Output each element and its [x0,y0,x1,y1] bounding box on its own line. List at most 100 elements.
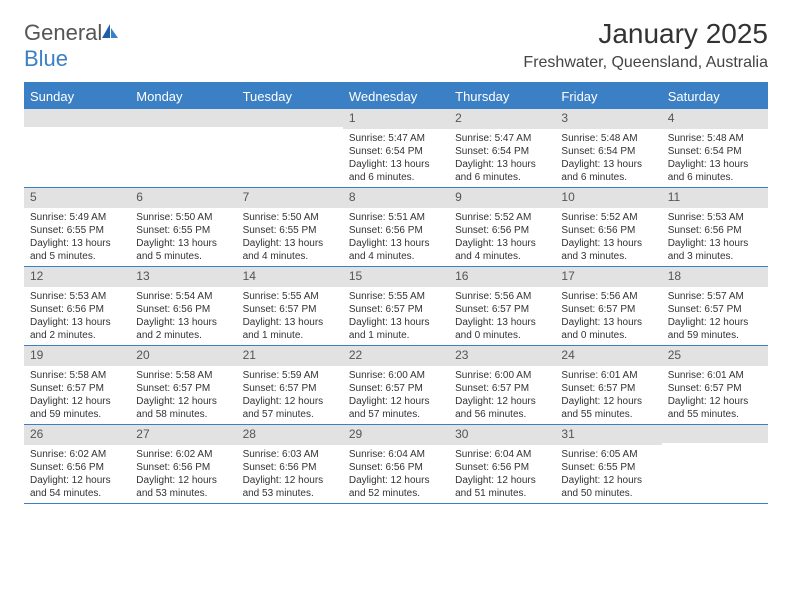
day-cell: 25Sunrise: 6:01 AMSunset: 6:57 PMDayligh… [662,346,768,424]
sunrise-text: Sunrise: 6:04 AM [455,448,549,461]
sunrise-text: Sunrise: 5:48 AM [668,132,762,145]
location-text: Freshwater, Queensland, Australia [523,54,768,72]
day-number: 8 [343,188,449,208]
sunrise-text: Sunrise: 5:47 AM [349,132,443,145]
sunset-text: Sunset: 6:55 PM [136,224,230,237]
day-cell: 22Sunrise: 6:00 AMSunset: 6:57 PMDayligh… [343,346,449,424]
daylight-text: Daylight: 12 hours and 52 minutes. [349,474,443,500]
weeks-container: 1Sunrise: 5:47 AMSunset: 6:54 PMDaylight… [24,109,768,504]
day-body: Sunrise: 5:50 AMSunset: 6:55 PMDaylight:… [237,208,343,266]
daylight-text: Daylight: 13 hours and 0 minutes. [561,316,655,342]
day-cell: 2Sunrise: 5:47 AMSunset: 6:54 PMDaylight… [449,109,555,187]
day-body [662,443,768,501]
day-cell: 13Sunrise: 5:54 AMSunset: 6:56 PMDayligh… [130,267,236,345]
day-number: 31 [555,425,661,445]
sunset-text: Sunset: 6:56 PM [561,224,655,237]
sunset-text: Sunset: 6:54 PM [455,145,549,158]
sunset-text: Sunset: 6:56 PM [30,461,124,474]
sunrise-text: Sunrise: 5:47 AM [455,132,549,145]
sunset-text: Sunset: 6:57 PM [668,382,762,395]
logo: GeneralBlue [24,20,120,72]
day-cell: 9Sunrise: 5:52 AMSunset: 6:56 PMDaylight… [449,188,555,266]
sunset-text: Sunset: 6:54 PM [668,145,762,158]
week-row: 19Sunrise: 5:58 AMSunset: 6:57 PMDayligh… [24,346,768,425]
daylight-text: Daylight: 13 hours and 6 minutes. [349,158,443,184]
sunset-text: Sunset: 6:57 PM [349,382,443,395]
day-body: Sunrise: 5:50 AMSunset: 6:55 PMDaylight:… [130,208,236,266]
day-number: 13 [130,267,236,287]
daylight-text: Daylight: 12 hours and 55 minutes. [561,395,655,421]
day-cell: 1Sunrise: 5:47 AMSunset: 6:54 PMDaylight… [343,109,449,187]
sunrise-text: Sunrise: 5:53 AM [30,290,124,303]
day-body: Sunrise: 6:00 AMSunset: 6:57 PMDaylight:… [343,366,449,424]
day-body: Sunrise: 6:01 AMSunset: 6:57 PMDaylight:… [555,366,661,424]
day-number: 22 [343,346,449,366]
sunrise-text: Sunrise: 5:52 AM [561,211,655,224]
day-cell: 23Sunrise: 6:00 AMSunset: 6:57 PMDayligh… [449,346,555,424]
day-number: 29 [343,425,449,445]
sunrise-text: Sunrise: 6:05 AM [561,448,655,461]
daylight-text: Daylight: 12 hours and 50 minutes. [561,474,655,500]
sunset-text: Sunset: 6:55 PM [30,224,124,237]
day-cell: 6Sunrise: 5:50 AMSunset: 6:55 PMDaylight… [130,188,236,266]
daylight-text: Daylight: 13 hours and 0 minutes. [455,316,549,342]
day-body: Sunrise: 6:02 AMSunset: 6:56 PMDaylight:… [130,445,236,503]
day-number: 30 [449,425,555,445]
sunrise-text: Sunrise: 5:56 AM [561,290,655,303]
day-body: Sunrise: 5:48 AMSunset: 6:54 PMDaylight:… [662,129,768,187]
day-body [24,127,130,185]
day-number: 27 [130,425,236,445]
sunset-text: Sunset: 6:57 PM [668,303,762,316]
daylight-text: Daylight: 12 hours and 58 minutes. [136,395,230,421]
daylight-text: Daylight: 13 hours and 6 minutes. [668,158,762,184]
sunrise-text: Sunrise: 6:01 AM [561,369,655,382]
day-number: 2 [449,109,555,129]
sunrise-text: Sunrise: 6:02 AM [136,448,230,461]
day-number: 25 [662,346,768,366]
sunrise-text: Sunrise: 6:00 AM [349,369,443,382]
day-number: 5 [24,188,130,208]
day-number: 4 [662,109,768,129]
day-cell: 5Sunrise: 5:49 AMSunset: 6:55 PMDaylight… [24,188,130,266]
sunrise-text: Sunrise: 5:51 AM [349,211,443,224]
sunrise-text: Sunrise: 5:55 AM [349,290,443,303]
day-number: 26 [24,425,130,445]
day-number: 6 [130,188,236,208]
day-number [24,109,130,127]
sunrise-text: Sunrise: 6:04 AM [349,448,443,461]
sunset-text: Sunset: 6:56 PM [349,461,443,474]
day-header-row: Sunday Monday Tuesday Wednesday Thursday… [24,84,768,109]
title-block: January 2025 Freshwater, Queensland, Aus… [523,20,768,72]
day-number: 20 [130,346,236,366]
day-number: 17 [555,267,661,287]
day-cell: 11Sunrise: 5:53 AMSunset: 6:56 PMDayligh… [662,188,768,266]
daylight-text: Daylight: 12 hours and 54 minutes. [30,474,124,500]
day-cell: 30Sunrise: 6:04 AMSunset: 6:56 PMDayligh… [449,425,555,503]
sunset-text: Sunset: 6:54 PM [349,145,443,158]
sunset-text: Sunset: 6:56 PM [30,303,124,316]
day-body: Sunrise: 5:47 AMSunset: 6:54 PMDaylight:… [449,129,555,187]
day-body: Sunrise: 6:02 AMSunset: 6:56 PMDaylight:… [24,445,130,503]
sunrise-text: Sunrise: 6:01 AM [668,369,762,382]
daylight-text: Daylight: 12 hours and 57 minutes. [243,395,337,421]
day-cell: 12Sunrise: 5:53 AMSunset: 6:56 PMDayligh… [24,267,130,345]
day-cell: 21Sunrise: 5:59 AMSunset: 6:57 PMDayligh… [237,346,343,424]
day-number: 10 [555,188,661,208]
day-cell [237,109,343,187]
logo-word1: General [24,20,102,45]
sunset-text: Sunset: 6:56 PM [455,224,549,237]
daylight-text: Daylight: 13 hours and 5 minutes. [136,237,230,263]
day-body: Sunrise: 5:56 AMSunset: 6:57 PMDaylight:… [555,287,661,345]
daylight-text: Daylight: 13 hours and 4 minutes. [349,237,443,263]
day-cell: 3Sunrise: 5:48 AMSunset: 6:54 PMDaylight… [555,109,661,187]
calendar-grid: Sunday Monday Tuesday Wednesday Thursday… [24,82,768,504]
day-cell: 16Sunrise: 5:56 AMSunset: 6:57 PMDayligh… [449,267,555,345]
day-header: Thursday [449,84,555,109]
sunrise-text: Sunrise: 6:00 AM [455,369,549,382]
day-header: Tuesday [237,84,343,109]
calendar-page: GeneralBlue January 2025 Freshwater, Que… [0,0,792,524]
day-body: Sunrise: 6:04 AMSunset: 6:56 PMDaylight:… [449,445,555,503]
day-number: 9 [449,188,555,208]
sunrise-text: Sunrise: 5:50 AM [136,211,230,224]
sunset-text: Sunset: 6:57 PM [455,382,549,395]
